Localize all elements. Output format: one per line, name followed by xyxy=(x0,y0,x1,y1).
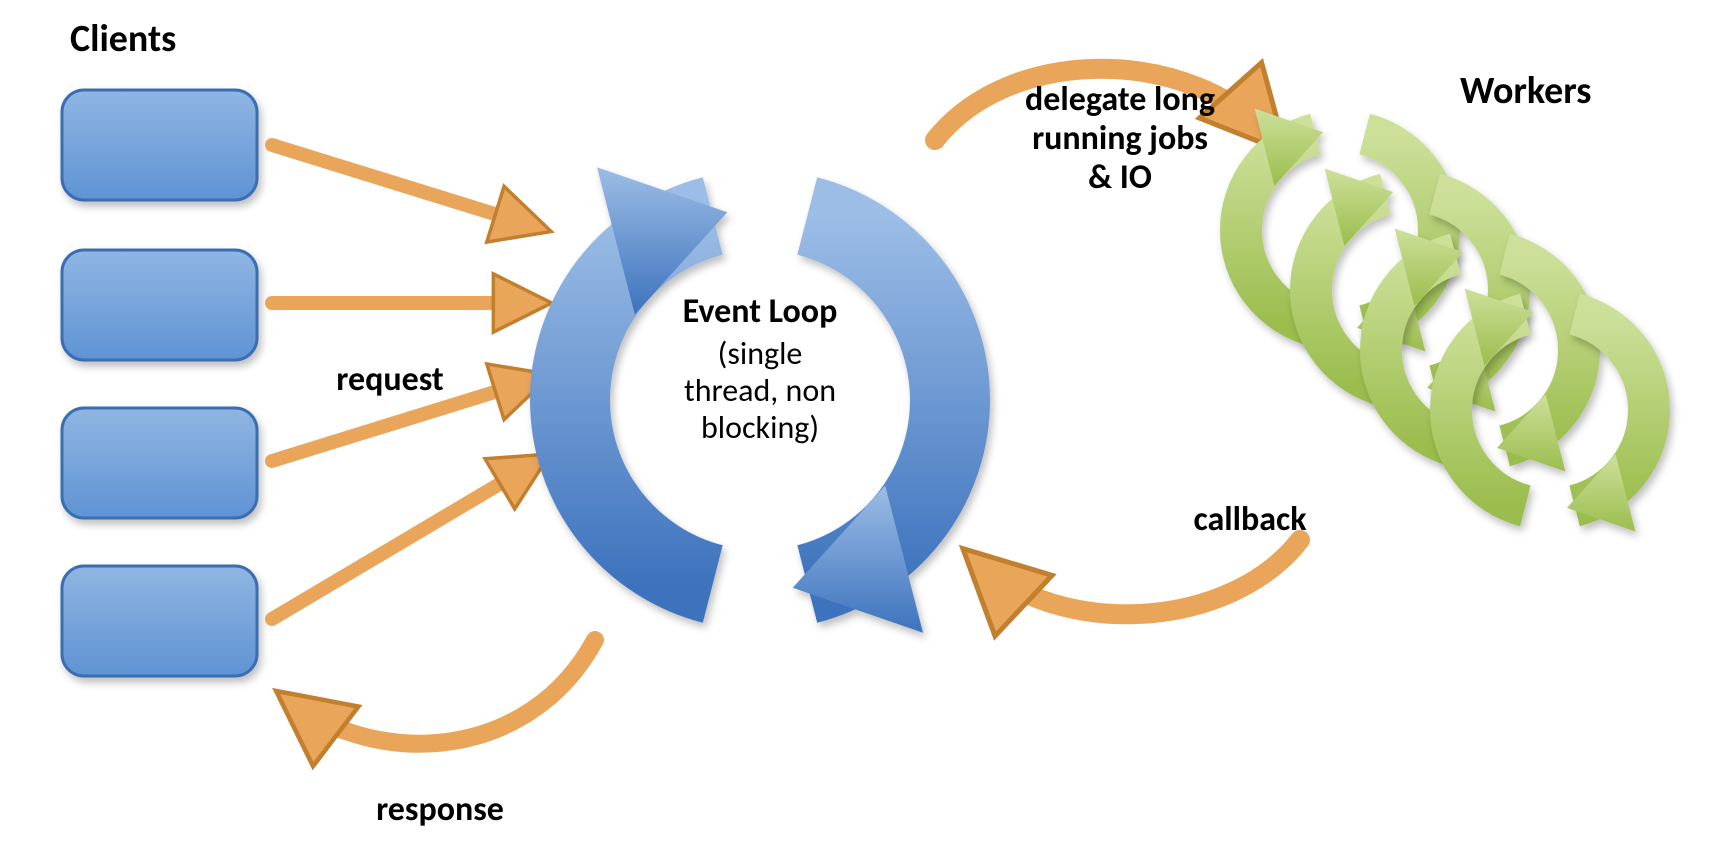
workers-heading: Workers xyxy=(1460,70,1660,114)
callback-arrow xyxy=(975,540,1300,614)
client-box xyxy=(62,566,257,676)
clients-heading: Clients xyxy=(70,18,270,62)
response-arrow xyxy=(288,640,595,744)
request-label: request xyxy=(290,360,490,399)
response-label: response xyxy=(330,790,550,829)
request-arrow xyxy=(272,145,540,228)
eventloop-title: Event Loop xyxy=(640,292,880,331)
delegate-label: delegate long running jobs & IO xyxy=(960,80,1280,197)
callback-label: callback xyxy=(1140,500,1360,539)
client-box xyxy=(62,408,257,518)
eventloop-subtitle: (single thread, non blocking) xyxy=(640,336,880,446)
client-box xyxy=(62,90,257,200)
client-box xyxy=(62,250,257,360)
request-arrow xyxy=(272,460,540,619)
